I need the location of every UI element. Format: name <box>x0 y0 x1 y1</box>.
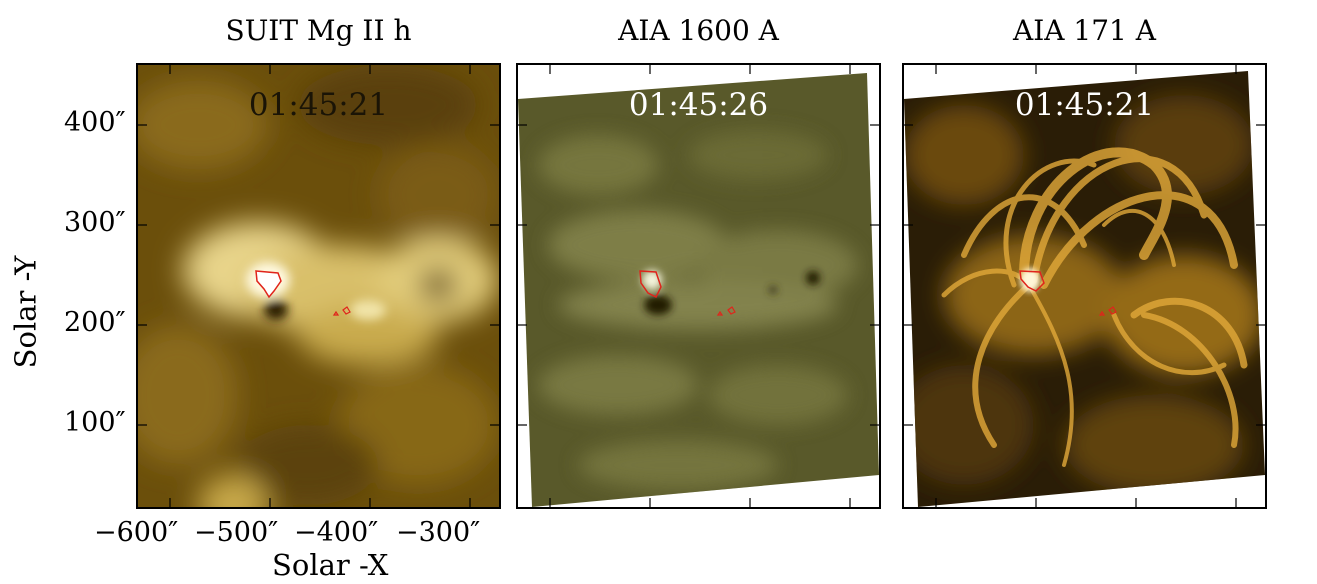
aia171-image <box>904 65 1265 507</box>
y-tick-label: 200″ <box>64 307 126 338</box>
coronal-loops <box>941 147 1248 467</box>
x-tick-label: −400″ <box>294 517 379 548</box>
y-tick-label: 300″ <box>64 207 126 238</box>
small-contour <box>716 306 736 316</box>
y-axis-label: Solar -Y <box>8 255 43 369</box>
x-tick-label: −300″ <box>396 517 481 548</box>
flare-contour <box>1019 270 1045 292</box>
suit-mg2h-image-panel: 01:45:21 <box>136 63 501 509</box>
y-tick-label: 100″ <box>64 407 126 438</box>
panel-title-aia171: AIA 171 A <box>1013 14 1156 47</box>
timestamp-aia1600: 01:45:26 <box>628 87 769 123</box>
flare-contour <box>639 270 662 299</box>
x-tick-label: −500″ <box>194 517 279 548</box>
small-contour <box>332 306 351 316</box>
x-tick-label: −600″ <box>94 517 179 548</box>
aia1600-image-panel: 01:45:26 <box>516 63 881 509</box>
suit-mg2h-image <box>138 65 499 507</box>
aia1600-image <box>518 65 879 507</box>
y-tick-label: 400″ <box>64 107 126 138</box>
aia171-image-panel: 01:45:21 <box>902 63 1267 509</box>
panel-title-suit: SUIT Mg II h <box>225 14 412 47</box>
timestamp-aia171: 01:45:21 <box>1014 87 1155 123</box>
timestamp-suit: 01:45:21 <box>248 87 389 123</box>
x-axis-label: Solar -X <box>272 548 389 582</box>
small-contour <box>1098 306 1117 316</box>
panel-title-aia1600: AIA 1600 A <box>618 14 779 47</box>
flare-contour <box>255 270 282 299</box>
